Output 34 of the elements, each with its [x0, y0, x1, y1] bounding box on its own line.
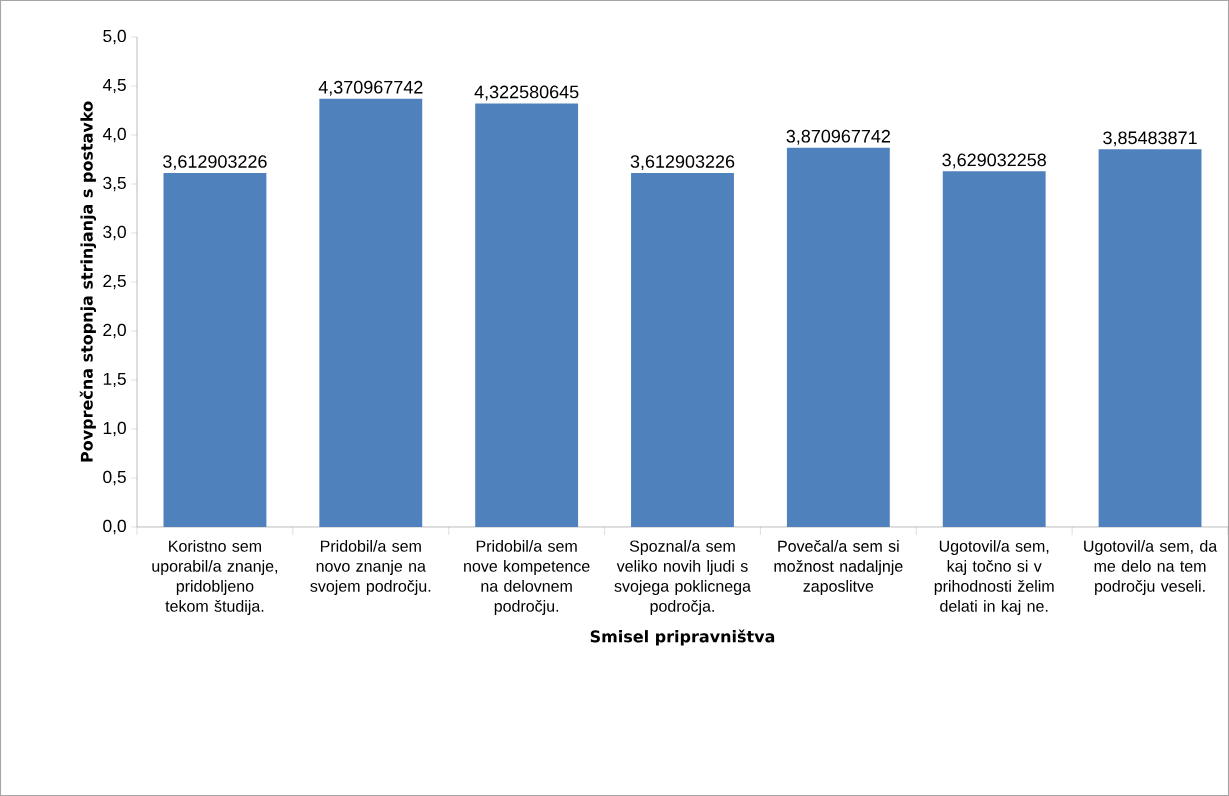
x-tick-label: Spoznal/a sem veliko novih ljudi s svojega poklicnega področja.	[614, 540, 751, 615]
bar	[163, 172, 267, 527]
y-tick-label: 4,5	[102, 78, 126, 94]
bar	[631, 172, 734, 527]
data-label: 3,612903226	[163, 155, 267, 170]
y-tick-label: 2,0	[103, 323, 126, 339]
bar	[475, 103, 579, 527]
x-tick-label: Povečal/a sem si možnost nadaljnje zaposlitve	[774, 540, 903, 596]
x-tick-label: Pridobil/a sem novo znanje na svojem področju.	[310, 540, 431, 595]
bar	[319, 98, 423, 527]
y-tick-label: 5,0	[103, 29, 126, 45]
bar	[1098, 149, 1202, 527]
x-tick-label: Ugotovil/a sem, da me delo na tem področju veseli.	[1084, 540, 1218, 595]
x-axis-title: Smisel pripravništva	[590, 629, 775, 646]
data-label: 3,629032258	[942, 153, 1046, 169]
x-tick-label: Ugotovil/a sem, kaj točno si v prihodnosti želim delati in kaj ne.	[934, 540, 1054, 615]
x-tick-label: Koristno sem uporabil/a znanje, pridobljeno tekom študija.	[152, 540, 278, 615]
y-tick-label: 3,5	[103, 176, 126, 192]
y-tick-label: 2,5	[103, 274, 126, 290]
x-tick-label: Pridobil/a sem nove kompetence na delovnem področju.	[464, 540, 590, 615]
y-tick-label: 4,0	[102, 127, 126, 143]
y-tick-label: 1,5	[103, 372, 126, 388]
data-label: 3,870967742	[786, 129, 890, 145]
data-label: 3,85483871	[1103, 131, 1197, 147]
y-tick-label: 0,0	[103, 519, 126, 535]
bar	[786, 147, 890, 527]
y-tick-label: 1,0	[103, 421, 126, 437]
y-tick-label: 3,0	[103, 225, 126, 241]
bar	[942, 171, 1046, 527]
data-label: 4,322580645	[474, 85, 579, 101]
y-tick-label: 0,5	[103, 470, 126, 486]
data-label: 4,370967742	[318, 80, 423, 96]
y-axis-title: Povprečna stopnja strinjanja s postavko	[79, 101, 97, 462]
data-label: 3,612903226	[630, 155, 735, 170]
